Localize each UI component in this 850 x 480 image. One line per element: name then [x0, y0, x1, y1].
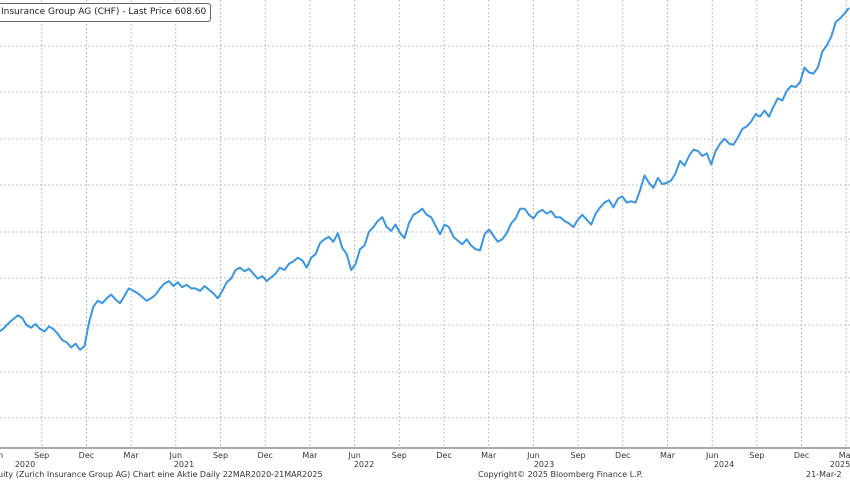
footer-description: uity (Zurich Insurance Group AG) Chart e… [0, 470, 323, 479]
x-tick-label: Sep [213, 451, 228, 460]
x-tick-label: Sep [571, 451, 586, 460]
x-tick-label: Jun [0, 451, 3, 460]
x-tick-label: Sep [749, 451, 764, 460]
legend-box: Insurance Group AG (CHF) - Last Price 60… [0, 3, 212, 22]
x-tick-label: Jun [526, 451, 540, 460]
x-tick-label: Jun [169, 451, 183, 460]
year-label: 2021 [174, 460, 194, 469]
year-label: 2022 [354, 460, 374, 469]
x-tick-label: Dec [794, 451, 809, 460]
x-axis-ticks: Jun Sep Dec Mar Jun Sep Dec Mar Jun Sep Dec Mar Jun S… [0, 451, 850, 469]
footer-date: 21-Mar-2 [806, 470, 842, 479]
x-tick-label: Mar [302, 451, 318, 460]
x-tick-label: Dec [615, 451, 630, 460]
year-label: 2025 [830, 460, 850, 469]
x-tick-label: Mar [124, 451, 140, 460]
x-tick-label: Mar [481, 451, 497, 460]
x-tick-label: Mar [839, 451, 850, 460]
x-tick-label: Dec [79, 451, 94, 460]
plot-background [0, 0, 850, 448]
x-tick-label: Jun [705, 451, 719, 460]
year-label: 2024 [714, 460, 734, 469]
x-tick-label: Dec [257, 451, 272, 460]
price-line [0, 7, 850, 351]
x-tick-label: Sep [392, 451, 407, 460]
legend-label: Insurance Group AG (CHF) - Last Price 60… [1, 7, 207, 17]
chart-grid [0, 0, 850, 448]
x-tick-label: Dec [436, 451, 451, 460]
x-tick-label: Mar [660, 451, 676, 460]
year-label: 2023 [534, 460, 554, 469]
x-tick-label: Sep [34, 451, 49, 460]
x-tick-label: Jun [347, 451, 361, 460]
footer-copyright: Copyright© 2025 Bloomberg Finance L.P. [478, 470, 643, 479]
year-label: 2020 [15, 460, 35, 469]
